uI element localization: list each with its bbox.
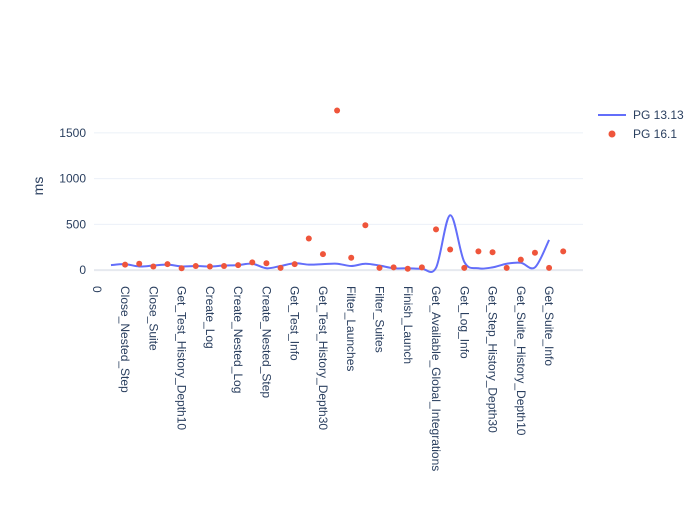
data-point xyxy=(475,248,482,255)
legend-item-label: PG 13.13 xyxy=(633,108,684,122)
x-tick-label: Close_Suite xyxy=(146,286,160,351)
x-tick-label: 0 xyxy=(90,286,104,293)
data-point xyxy=(277,264,284,271)
legend[interactable]: PG 13.13 PG 16.1 xyxy=(598,108,684,141)
legend-item-label: PG 16.1 xyxy=(633,127,677,141)
series-layer xyxy=(110,107,567,273)
y-axis-label: ms xyxy=(30,177,46,196)
data-point xyxy=(560,248,567,255)
legend-symbol-marker xyxy=(608,130,616,138)
data-point xyxy=(390,264,397,271)
data-point xyxy=(418,264,425,271)
data-point xyxy=(531,249,538,256)
data-point xyxy=(136,260,143,267)
x-tick-label: Create_Log xyxy=(203,286,217,349)
data-point xyxy=(206,263,213,270)
data-point xyxy=(503,264,510,271)
data-point xyxy=(447,246,454,253)
grid-layer xyxy=(94,132,583,272)
x-tick-label: Get_Suite_Info xyxy=(542,286,556,366)
data-point xyxy=(263,260,270,267)
data-point xyxy=(235,262,242,269)
data-point xyxy=(348,254,355,261)
data-point xyxy=(376,264,383,271)
x-tick-label: Filter_Launches xyxy=(344,286,358,371)
data-point xyxy=(192,262,199,269)
data-point xyxy=(122,261,129,268)
y-tick-label: 0 xyxy=(79,263,86,277)
data-point xyxy=(433,226,440,233)
data-point xyxy=(221,262,228,269)
x-tick-label: Get_Test_Info xyxy=(288,286,302,361)
x-tick-label: Get_Test_History_Depth10 xyxy=(175,286,189,430)
data-point xyxy=(461,264,468,271)
x-tick-label: Finish_Launch xyxy=(401,286,415,364)
data-point xyxy=(164,261,171,268)
y-tick-label: 500 xyxy=(66,217,86,231)
data-point xyxy=(291,261,298,268)
y-axis: 0 500 1000 1500 xyxy=(59,126,86,277)
data-point xyxy=(404,265,411,272)
x-tick-label: Get_Log_Info xyxy=(457,286,471,359)
data-point xyxy=(517,256,524,263)
x-tick-label: Get_Step_History_Depth30 xyxy=(486,286,500,433)
data-point xyxy=(178,265,185,272)
x-tick-label: Get_Available_Global_Integrations xyxy=(429,286,443,471)
x-tick-label: Close_Nested_Step xyxy=(118,286,132,393)
x-tick-label: Create_Nested_Step xyxy=(259,286,273,398)
data-point xyxy=(150,263,157,270)
data-point xyxy=(546,264,553,271)
data-point xyxy=(305,235,312,242)
y-tick-label: 1500 xyxy=(59,126,86,140)
data-point xyxy=(249,259,256,266)
x-tick-label: Get_Suite_History_Depth10 xyxy=(514,286,528,436)
data-point xyxy=(489,249,496,256)
data-point xyxy=(334,107,341,114)
x-axis: 0 Close_Nested_Step Close_Suite Get_Test_Hi… xyxy=(90,286,556,471)
y-tick-label: 1000 xyxy=(59,172,86,186)
x-tick-label: Create_Nested_Log xyxy=(231,286,245,393)
data-point xyxy=(319,251,326,258)
x-tick-label: Get_Test_History_Depth30 xyxy=(316,286,330,430)
x-tick-label: Filter_Suites xyxy=(372,286,386,353)
data-point xyxy=(362,222,369,229)
